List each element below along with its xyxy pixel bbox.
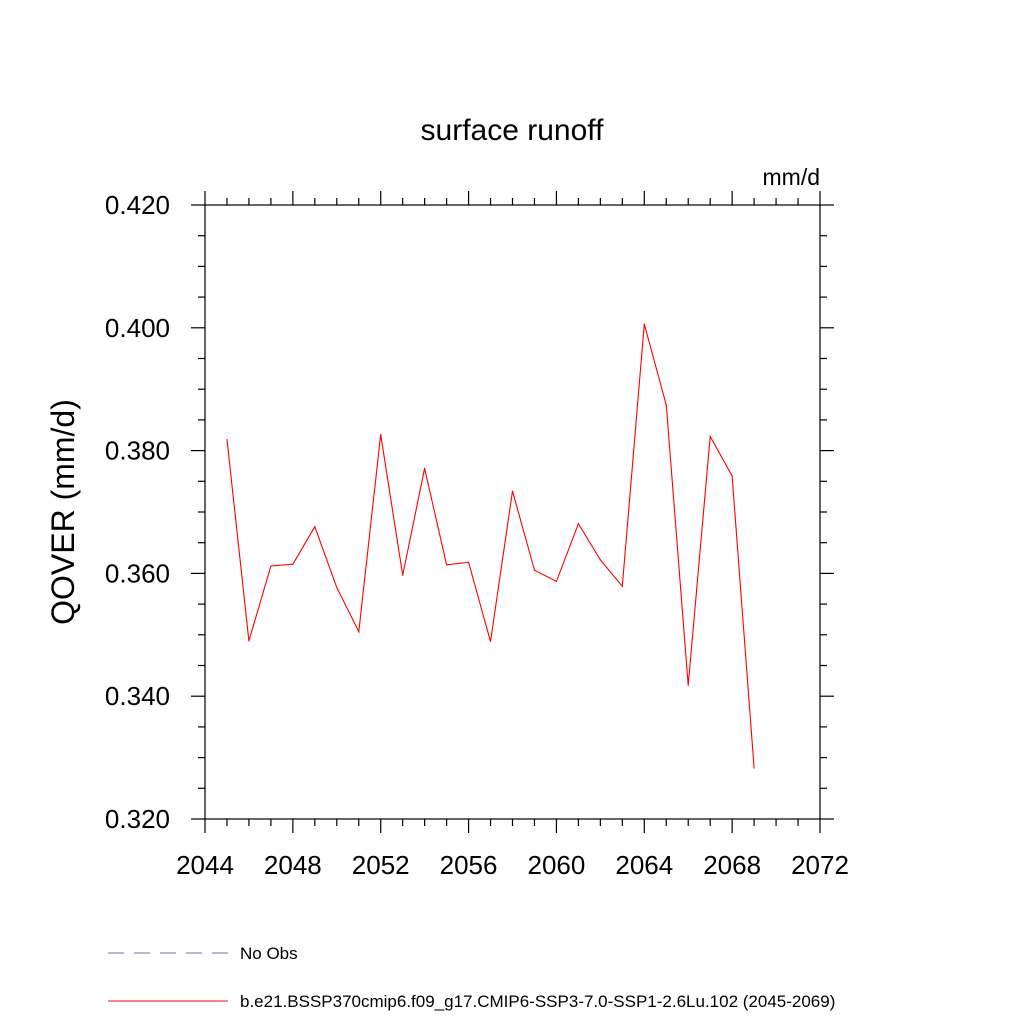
legend-label-0: No Obs	[240, 944, 298, 963]
x-tick-label: 2048	[264, 850, 322, 880]
x-tick-label: 2064	[615, 850, 673, 880]
data-point	[336, 586, 338, 589]
data-point	[687, 684, 689, 686]
y-tick-label: 0.380	[105, 436, 170, 466]
data-point	[753, 767, 755, 769]
data-point	[467, 561, 470, 563]
y-tick-label: 0.420	[105, 190, 170, 220]
data-point	[665, 404, 667, 406]
data-point	[314, 526, 316, 528]
x-tick-label: 2056	[440, 850, 498, 880]
data-point	[555, 580, 558, 582]
x-tick-label: 2044	[176, 850, 234, 880]
y-tick-label: 0.320	[105, 804, 170, 834]
x-tick-label: 2068	[703, 850, 761, 880]
data-point	[424, 467, 426, 470]
ticks: 2044 2048 2052 2056 2060 2064 2068 2072 0.320 0.3…	[105, 190, 849, 880]
data-point	[446, 564, 448, 566]
units-label: mm/d	[763, 164, 821, 190]
y-axis-label: QOVER (mm/d)	[45, 399, 81, 625]
data-point	[358, 631, 360, 633]
data-point	[533, 569, 536, 571]
data-point	[621, 585, 623, 587]
chart-title: surface runoff	[421, 114, 605, 147]
plot-frame	[204, 204, 821, 820]
data-point	[599, 559, 601, 561]
data-point	[577, 523, 579, 525]
y-tick-label: 0.400	[105, 313, 170, 343]
data-point	[643, 323, 645, 325]
series	[226, 323, 755, 769]
data-point	[270, 565, 272, 567]
legend: No Obs b.e21.BSSP370cmip6.f09_g17.CMIP6-S…	[108, 944, 835, 1011]
data-point	[380, 434, 382, 436]
legend-label-1: b.e21.BSSP370cmip6.f09_g17.CMIP6-SSP3-7.…	[240, 992, 835, 1011]
data-point	[402, 574, 404, 576]
data-point	[489, 640, 492, 643]
y-tick-label: 0.340	[105, 681, 170, 711]
data-point	[731, 475, 733, 477]
series-line-0	[226, 323, 755, 769]
data-point	[709, 435, 711, 438]
data-point	[226, 438, 228, 441]
y-tick-label: 0.360	[105, 558, 170, 588]
data-point	[248, 640, 250, 642]
data-point	[511, 490, 514, 492]
x-tick-label: 2052	[352, 850, 410, 880]
x-tick-label: 2060	[528, 850, 586, 880]
x-tick-label: 2072	[791, 850, 849, 880]
data-point	[292, 563, 294, 565]
